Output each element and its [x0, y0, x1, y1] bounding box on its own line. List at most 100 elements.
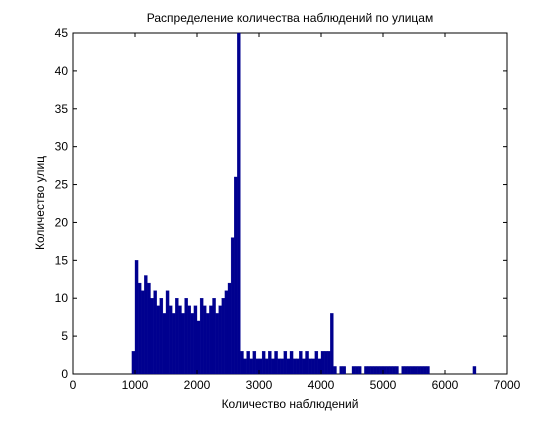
bar — [147, 282, 151, 375]
bar — [420, 366, 424, 375]
bar — [172, 313, 176, 375]
x-tick-label: 5000 — [370, 378, 397, 392]
bar — [190, 313, 195, 375]
bar — [271, 358, 275, 375]
bar — [268, 351, 272, 375]
bar — [385, 366, 390, 375]
bar — [184, 298, 188, 375]
y-axis-label: Количество улиц — [33, 156, 47, 250]
bar — [234, 176, 238, 375]
bar — [261, 351, 266, 375]
y-tick-label: 40 — [55, 64, 69, 78]
bar — [286, 358, 291, 375]
bar — [277, 358, 281, 375]
bar — [302, 358, 306, 375]
y-tick-label: 20 — [55, 215, 69, 229]
bar — [137, 282, 142, 375]
bar — [370, 366, 374, 375]
bar — [311, 358, 315, 375]
bar — [330, 313, 334, 375]
bar — [401, 366, 405, 375]
bar — [410, 366, 415, 375]
x-tick-label: 6000 — [432, 378, 459, 392]
x-tick-label: 7000 — [494, 378, 521, 392]
bar — [224, 290, 229, 375]
bar — [327, 351, 331, 375]
bar — [265, 358, 269, 375]
y-tick-label: 0 — [61, 367, 68, 381]
bar — [230, 237, 235, 375]
bar — [376, 366, 381, 375]
bar — [413, 366, 418, 375]
bar — [243, 358, 247, 375]
x-tick-label: 0 — [70, 378, 77, 392]
bar — [165, 290, 170, 375]
bar — [237, 32, 241, 375]
bar — [212, 298, 216, 375]
y-tick-label: 25 — [55, 178, 69, 192]
bar — [280, 358, 284, 375]
bar — [296, 358, 300, 375]
bar — [181, 313, 185, 375]
bar — [240, 351, 244, 375]
bar — [209, 305, 213, 375]
bar — [156, 305, 160, 375]
bar — [426, 366, 430, 375]
bar — [373, 366, 377, 375]
bar — [203, 305, 207, 375]
x-axis-label: Количество наблюдений — [222, 397, 359, 411]
x-tick-label: 2000 — [184, 378, 211, 392]
bar — [193, 305, 198, 375]
bar — [215, 313, 219, 375]
bar — [134, 260, 139, 375]
chart-title: Распределение количества наблюдений по у… — [147, 11, 433, 25]
bar — [246, 351, 250, 375]
bar — [289, 351, 294, 375]
bar — [150, 298, 154, 375]
bar — [283, 351, 288, 375]
x-tick-label: 4000 — [308, 378, 335, 392]
bar — [423, 366, 427, 375]
bar — [308, 358, 312, 375]
bar — [159, 298, 164, 375]
bar — [305, 351, 309, 375]
bar — [199, 298, 204, 375]
y-tick-label: 5 — [61, 329, 68, 343]
y-tick-label: 35 — [55, 102, 69, 116]
bar — [153, 290, 157, 375]
bar — [323, 351, 328, 375]
bar — [162, 313, 167, 375]
bar — [314, 351, 319, 375]
bar — [196, 320, 201, 375]
bar — [221, 298, 226, 375]
bar — [389, 366, 393, 375]
bar — [395, 366, 399, 375]
bar — [249, 358, 253, 375]
x-tick-label: 1000 — [122, 378, 149, 392]
bar — [392, 366, 396, 375]
bar — [206, 313, 210, 375]
y-tick-label: 15 — [55, 253, 69, 267]
bar — [404, 366, 408, 375]
bar — [252, 351, 257, 375]
bar — [367, 366, 371, 375]
x-tick-label: 3000 — [246, 378, 273, 392]
bar — [218, 305, 222, 375]
bar — [144, 275, 148, 375]
bar — [187, 305, 191, 375]
bar — [333, 366, 337, 375]
bar — [354, 366, 359, 375]
bar — [292, 358, 297, 375]
bar — [175, 298, 179, 375]
y-tick-label: 10 — [55, 291, 69, 305]
bar — [227, 282, 232, 375]
bar — [299, 351, 303, 375]
bar — [339, 366, 343, 375]
bar — [351, 366, 356, 375]
bar — [274, 351, 278, 375]
bar — [168, 305, 173, 375]
bar — [364, 366, 368, 375]
bar — [178, 305, 182, 375]
bar — [358, 366, 362, 375]
